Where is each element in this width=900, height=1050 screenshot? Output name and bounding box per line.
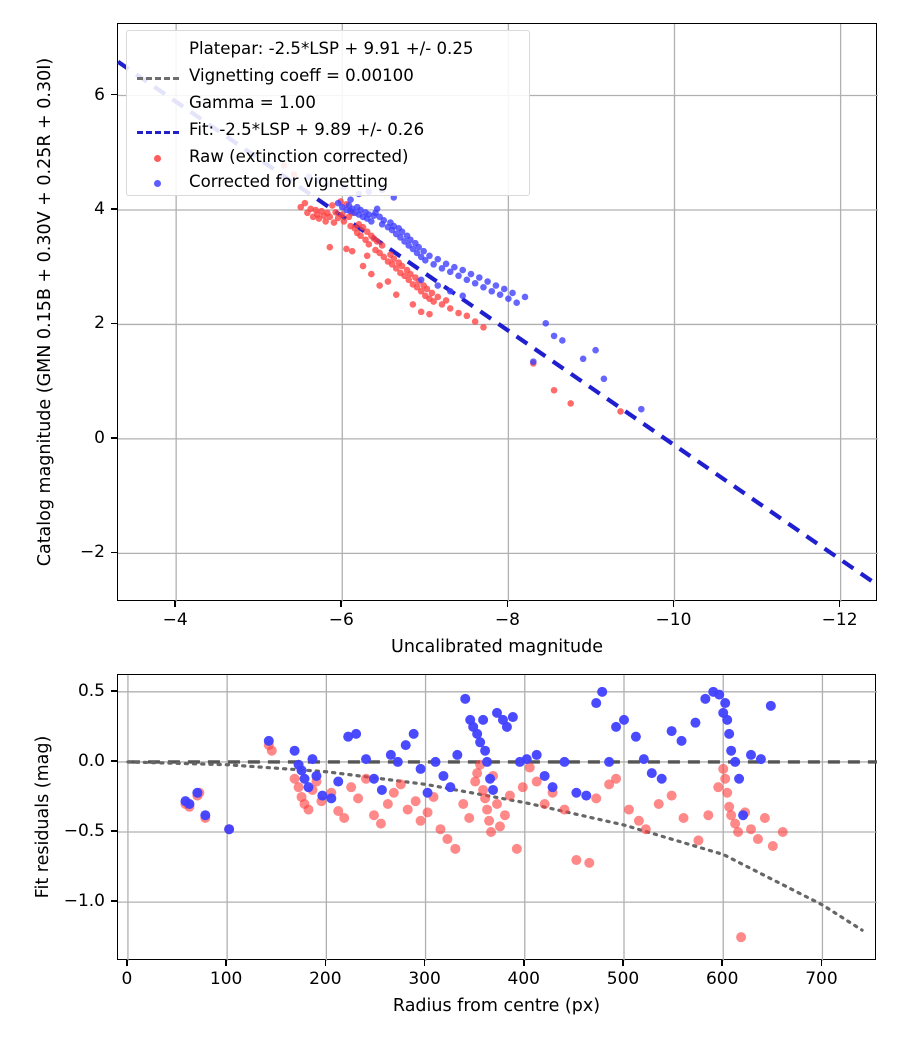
y-tick-label: −1.0: [63, 891, 105, 912]
x-tick-label: 600: [705, 969, 739, 989]
y-tick-label: −0.5: [63, 821, 105, 842]
bottom-panel-y-axis-label: Fit residuals (mag): [33, 735, 53, 899]
legend-entry-label: Fit: -2.5*LSP + 9.89 +/- 0.26: [189, 120, 425, 139]
y-tick-mark: [111, 93, 117, 96]
legend-entry-label: Raw (extinction corrected): [189, 147, 409, 166]
bottom-panel-axes: [117, 674, 877, 961]
y-tick-mark: [111, 551, 117, 554]
x-tick-label: −6: [328, 610, 354, 630]
x-tick-label: 300: [408, 969, 441, 989]
top-panel-x-axis-label: Uncalibrated magnitude: [391, 637, 603, 657]
x-tick-mark: [126, 960, 128, 966]
y-tick-label: 0.0: [77, 750, 105, 771]
x-tick-mark: [838, 601, 841, 607]
x-tick-label: −10: [655, 610, 692, 630]
bottom-panel-plot-area: [118, 675, 877, 961]
y-tick-mark: [111, 900, 117, 902]
x-tick-mark: [820, 960, 823, 966]
legend-entry-label: Gamma = 1.00: [189, 93, 316, 112]
x-tick-mark: [522, 960, 525, 966]
x-tick-label: 0: [121, 969, 133, 989]
bottom-panel-x-axis-label: Radius from centre (px): [392, 996, 601, 1016]
y-tick-label: 6: [94, 84, 105, 105]
y-tick-label: −2: [79, 542, 105, 563]
y-tick-mark: [111, 690, 117, 692]
y-tick-mark: [111, 760, 117, 762]
x-tick-mark: [324, 960, 327, 966]
x-tick-mark: [174, 601, 176, 607]
y-tick-label: 0: [94, 427, 105, 448]
legend-raw-dot-swatch: [154, 155, 161, 162]
y-tick-label: 4: [94, 198, 105, 219]
x-tick-label: 500: [606, 969, 640, 989]
legend-entry-label: Vignetting coeff = 0.00100: [189, 66, 414, 85]
x-tick-mark: [672, 601, 675, 607]
x-tick-label: 700: [805, 969, 838, 989]
legend-corrected-dot-swatch: [154, 180, 161, 187]
x-tick-label: 100: [209, 969, 243, 989]
x-tick-mark: [506, 601, 509, 607]
legend-entry-label: Corrected for vignetting: [189, 172, 389, 191]
top-panel-y-axis-label: Catalog magnitude (GMN 0.15B + 0.30V + 0…: [35, 57, 55, 567]
x-tick-label: 200: [309, 969, 342, 989]
y-tick-mark: [111, 208, 117, 210]
x-tick-mark: [622, 960, 624, 966]
x-tick-mark: [340, 601, 343, 607]
legend: Platepar: -2.5*LSP + 9.91 +/- 0.25 Vignet…: [126, 30, 530, 196]
legend-vignetting-line-swatch: [137, 77, 179, 80]
legend-fit-line-swatch: [137, 131, 179, 134]
x-tick-label: −12: [821, 610, 858, 630]
x-tick-label: −8: [494, 610, 520, 630]
x-tick-mark: [721, 960, 723, 966]
x-tick-label: 400: [507, 969, 541, 989]
y-tick-label: 0.5: [77, 680, 105, 701]
x-tick-mark: [225, 960, 227, 966]
x-tick-label: −4: [162, 610, 188, 630]
y-tick-mark: [111, 830, 117, 832]
y-tick-mark: [111, 322, 117, 325]
legend-entry-label: Platepar: -2.5*LSP + 9.91 +/- 0.25: [189, 39, 474, 58]
x-tick-mark: [423, 960, 426, 966]
y-tick-mark: [111, 437, 117, 439]
y-tick-label: 2: [94, 313, 105, 334]
